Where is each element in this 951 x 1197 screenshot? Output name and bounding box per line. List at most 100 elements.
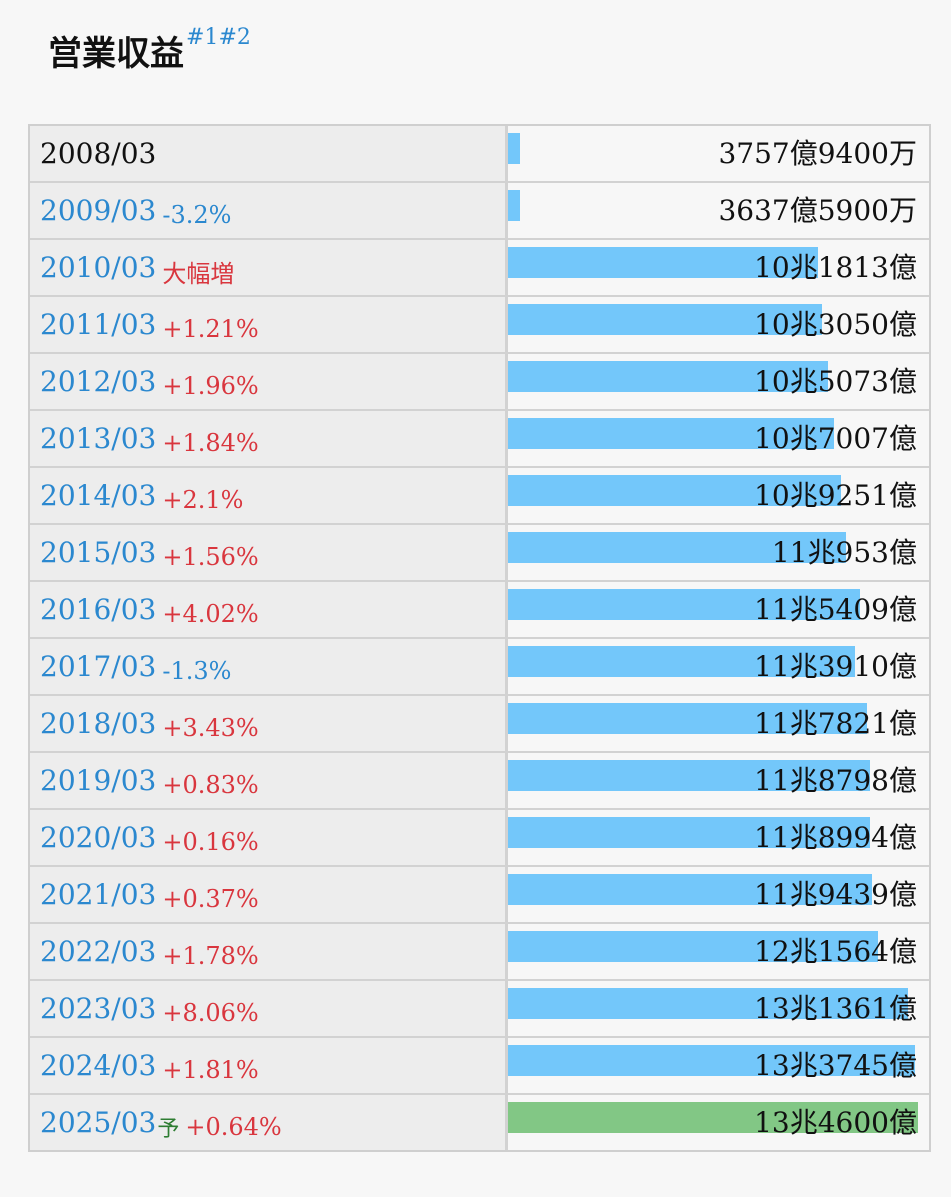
value-label: 10兆1813億 [754, 251, 917, 284]
period-label[interactable]: 2009/03 [40, 194, 157, 227]
period-cell: 2008/03 [30, 126, 508, 181]
value-bar [508, 190, 520, 221]
table-row: 2023/03 +8.06% 13兆1361億 [30, 981, 929, 1038]
title-block: 営業収益 #1 #2 [48, 25, 251, 78]
table-row: 2022/03 +1.78% 12兆1564億 [30, 924, 929, 981]
value-bar [508, 418, 834, 449]
value-cell: 13兆3745億 [508, 1038, 929, 1093]
value-bar [508, 475, 841, 506]
value-label: 11兆953億 [771, 536, 917, 569]
value-bar [508, 133, 520, 164]
period-cell: 2009/03 -3.2% [30, 183, 508, 238]
period-label[interactable]: 2016/03 [40, 593, 157, 626]
value-label: 11兆8994億 [754, 821, 917, 854]
change-label: +0.16% [162, 827, 259, 856]
value-label: 10兆3050億 [754, 308, 917, 341]
value-cell: 11兆3910億 [508, 639, 929, 694]
value-label: 10兆5073億 [754, 365, 917, 398]
value-bar [508, 703, 867, 734]
forecast-mark: 予 [157, 1116, 180, 1142]
period-label[interactable]: 2023/03 [40, 992, 157, 1025]
value-cell: 11兆8994億 [508, 810, 929, 865]
period-cell: 2013/03 +1.84% [30, 411, 508, 466]
value-label: 10兆7007億 [754, 422, 917, 455]
value-cell: 3637億5900万 [508, 183, 929, 238]
value-cell: 10兆5073億 [508, 354, 929, 409]
period-label[interactable]: 2021/03 [40, 878, 157, 911]
footnote-link-2[interactable]: #2 [218, 25, 251, 50]
value-cell: 11兆8798億 [508, 753, 929, 808]
table-row: 2014/03 +2.1% 10兆9251億 [30, 468, 929, 525]
period-cell: 2012/03 +1.96% [30, 354, 508, 409]
value-bar [508, 817, 871, 848]
period-label[interactable]: 2022/03 [40, 935, 157, 968]
value-bar [508, 988, 909, 1019]
value-label: 11兆7821億 [754, 707, 917, 740]
table-row: 2017/03 -1.3% 11兆3910億 [30, 639, 929, 696]
footnote-link-1[interactable]: #1 [186, 25, 219, 50]
value-bar [508, 532, 846, 563]
value-cell: 11兆5409億 [508, 582, 929, 637]
period-cell: 2018/03 +3.43% [30, 696, 508, 751]
period-cell: 2021/03 +0.37% [30, 867, 508, 922]
table-row: 2010/03 大幅増 10兆1813億 [30, 240, 929, 297]
value-label: 10兆9251億 [754, 479, 917, 512]
value-bar [508, 247, 819, 278]
period-label[interactable]: 2025/03 [40, 1106, 157, 1139]
period-cell: 2011/03 +1.21% [30, 297, 508, 352]
value-bar [508, 304, 822, 335]
period-label[interactable]: 2010/03 [40, 251, 157, 284]
value-label: 13兆3745億 [754, 1049, 917, 1082]
period-label[interactable]: 2018/03 [40, 707, 157, 740]
table-row: 2019/03 +0.83% 11兆8798億 [30, 753, 929, 810]
value-cell: 10兆1813億 [508, 240, 929, 295]
value-cell: 11兆7821億 [508, 696, 929, 751]
change-label: +0.37% [162, 884, 259, 913]
value-bar [508, 589, 860, 620]
change-label: +1.84% [162, 428, 259, 457]
table-row: 2012/03 +1.96% 10兆5073億 [30, 354, 929, 411]
value-label: 11兆3910億 [754, 650, 917, 683]
value-bar [508, 760, 870, 791]
revenue-table: 2008/03 3757億9400万 2009/03 -3.2% 3637億5900万 2… [28, 124, 931, 1152]
table-row: 2020/03 +0.16% 11兆8994億 [30, 810, 929, 867]
period-label[interactable]: 2013/03 [40, 422, 157, 455]
page-title: 営業収益 [48, 34, 184, 74]
table-row: 2009/03 -3.2% 3637億5900万 [30, 183, 929, 240]
value-cell: 3757億9400万 [508, 126, 929, 181]
value-label: 3637億5900万 [718, 194, 917, 227]
period-cell: 2022/03 +1.78% [30, 924, 508, 979]
value-bar [508, 361, 829, 392]
change-label: +1.96% [162, 371, 259, 400]
period-label[interactable]: 2020/03 [40, 821, 157, 854]
change-label: +3.43% [162, 713, 259, 742]
period-label[interactable]: 2014/03 [40, 479, 157, 512]
value-bar [508, 646, 855, 677]
value-cell: 11兆9439億 [508, 867, 929, 922]
value-cell: 12兆1564億 [508, 924, 929, 979]
period-label: 2008/03 [40, 137, 157, 170]
change-label: -3.2% [162, 200, 232, 229]
period-label[interactable]: 2012/03 [40, 365, 157, 398]
period-label[interactable]: 2019/03 [40, 764, 157, 797]
value-bar [508, 1045, 916, 1076]
period-cell: 2017/03 -1.3% [30, 639, 508, 694]
change-label: +1.56% [162, 542, 259, 571]
value-cell: 10兆9251億 [508, 468, 929, 523]
period-label[interactable]: 2024/03 [40, 1049, 157, 1082]
table-row: 2025/03 予 +0.64% 13兆4600億 [30, 1095, 929, 1150]
period-label[interactable]: 2015/03 [40, 536, 157, 569]
value-label: 3757億9400万 [718, 137, 917, 170]
change-label: +2.1% [162, 485, 244, 514]
period-cell: 2025/03 予 +0.64% [30, 1095, 508, 1150]
table-row: 2011/03 +1.21% 10兆3050億 [30, 297, 929, 354]
period-cell: 2019/03 +0.83% [30, 753, 508, 808]
period-label[interactable]: 2017/03 [40, 650, 157, 683]
period-label[interactable]: 2011/03 [40, 308, 157, 341]
value-label: 13兆4600億 [754, 1106, 917, 1139]
value-cell: 11兆953億 [508, 525, 929, 580]
table-row: 2015/03 +1.56% 11兆953億 [30, 525, 929, 582]
period-cell: 2010/03 大幅増 [30, 240, 508, 295]
value-label: 11兆5409億 [754, 593, 917, 626]
period-cell: 2014/03 +2.1% [30, 468, 508, 523]
